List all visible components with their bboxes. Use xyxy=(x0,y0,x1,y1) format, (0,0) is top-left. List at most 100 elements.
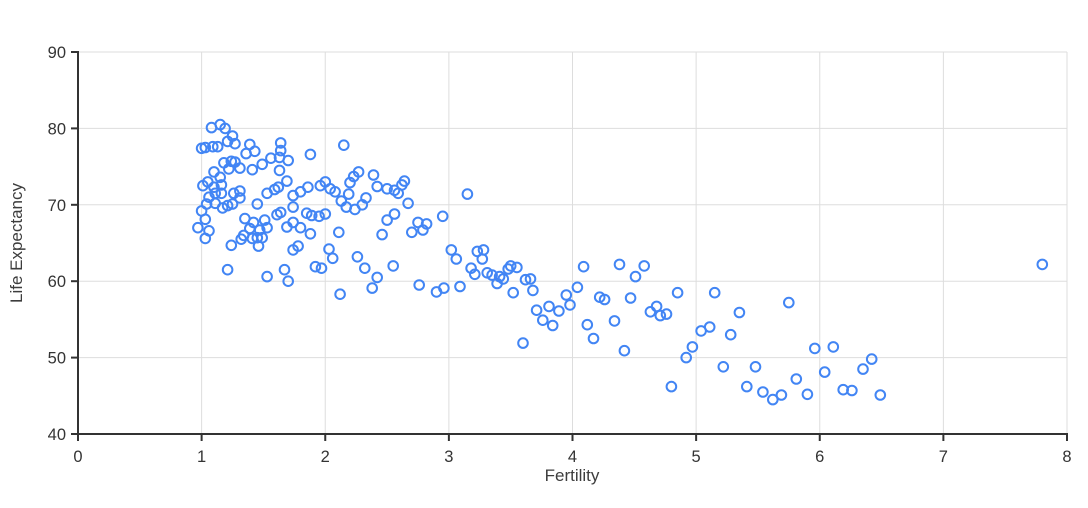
x-tick-label: 7 xyxy=(939,448,948,466)
data-point xyxy=(381,214,393,226)
data-point xyxy=(309,260,322,273)
data-point xyxy=(223,163,235,175)
data-point xyxy=(686,341,699,353)
data-point xyxy=(783,296,795,309)
data-point xyxy=(846,384,858,397)
data-point xyxy=(530,304,543,317)
data-point xyxy=(334,288,346,301)
data-point xyxy=(251,231,264,244)
data-point xyxy=(258,214,271,226)
data-point xyxy=(708,286,721,299)
data-point xyxy=(256,158,269,171)
data-point xyxy=(219,122,231,135)
data-point xyxy=(671,286,684,299)
data-point xyxy=(274,144,287,157)
data-point xyxy=(511,261,523,274)
data-point xyxy=(225,239,238,252)
data-point xyxy=(413,279,426,291)
data-point xyxy=(313,210,325,223)
data-point xyxy=(486,269,498,281)
y-tick-label: 80 xyxy=(48,120,66,138)
data-point xyxy=(234,192,246,204)
data-point xyxy=(445,244,458,256)
y-tick-label: 40 xyxy=(48,426,66,444)
data-point xyxy=(305,209,318,222)
data-point xyxy=(273,164,286,177)
data-point xyxy=(476,253,489,265)
data-point xyxy=(767,393,779,406)
data-point xyxy=(402,197,414,210)
data-point xyxy=(366,282,379,294)
data-point xyxy=(757,386,769,398)
data-point xyxy=(438,282,450,294)
x-tick-label: 8 xyxy=(1062,448,1071,466)
x-tick-label: 3 xyxy=(444,448,453,466)
y-tick-label: 50 xyxy=(48,350,66,368)
data-point xyxy=(398,175,411,187)
data-point xyxy=(703,321,716,333)
data-point xyxy=(234,162,246,174)
data-point xyxy=(203,225,215,237)
data-point xyxy=(294,221,307,234)
data-point xyxy=(221,263,234,276)
data-point xyxy=(527,284,539,297)
data-point xyxy=(650,300,663,313)
x-tick-label: 2 xyxy=(321,448,330,466)
data-point xyxy=(234,185,246,197)
data-points xyxy=(192,118,1049,406)
data-point xyxy=(857,363,869,375)
data-point xyxy=(304,228,317,240)
data-point xyxy=(477,244,490,256)
data-point xyxy=(342,188,355,200)
x-tick-label: 1 xyxy=(197,448,206,466)
data-point xyxy=(197,179,209,192)
data-point xyxy=(261,270,273,283)
data-point xyxy=(461,188,474,200)
y-tick-label: 60 xyxy=(48,273,66,291)
data-point xyxy=(741,380,753,393)
tick-labels: 0 1 2 3 4 5 6 7 8 40 50 60 70 80 90 xyxy=(48,44,1072,466)
data-point xyxy=(287,201,299,213)
data-point xyxy=(326,252,339,265)
data-point xyxy=(775,389,788,401)
data-point xyxy=(282,154,295,167)
data-point xyxy=(226,198,239,210)
data-point xyxy=(507,286,520,299)
data-point xyxy=(577,260,590,273)
data-point xyxy=(246,163,259,176)
data-point xyxy=(809,342,821,355)
data-point xyxy=(571,281,584,294)
data-point xyxy=(359,262,371,275)
data-point xyxy=(680,351,693,364)
data-point xyxy=(388,208,401,220)
data-point xyxy=(367,169,380,181)
data-point xyxy=(211,140,224,153)
data-point xyxy=(801,388,814,401)
data-point xyxy=(247,216,260,229)
data-point xyxy=(524,273,537,285)
data-point xyxy=(261,221,273,234)
x-tick-label: 5 xyxy=(692,448,701,466)
data-point xyxy=(214,171,226,184)
data-point xyxy=(613,258,626,271)
x-tick-label: 4 xyxy=(568,448,577,466)
data-point xyxy=(319,208,332,220)
data-point xyxy=(371,180,384,193)
data-point xyxy=(608,315,621,327)
data-point xyxy=(827,341,840,353)
data-point xyxy=(203,191,215,203)
data-point xyxy=(292,240,304,252)
gridlines xyxy=(78,51,1068,434)
data-point xyxy=(450,253,463,265)
data-point xyxy=(287,216,299,229)
data-point xyxy=(560,289,573,301)
data-point xyxy=(256,231,269,244)
data-point xyxy=(553,305,565,317)
data-point xyxy=(638,260,651,272)
data-point xyxy=(733,306,746,319)
y-tick-label: 90 xyxy=(48,44,66,62)
data-point xyxy=(519,273,532,286)
data-point xyxy=(192,221,204,234)
